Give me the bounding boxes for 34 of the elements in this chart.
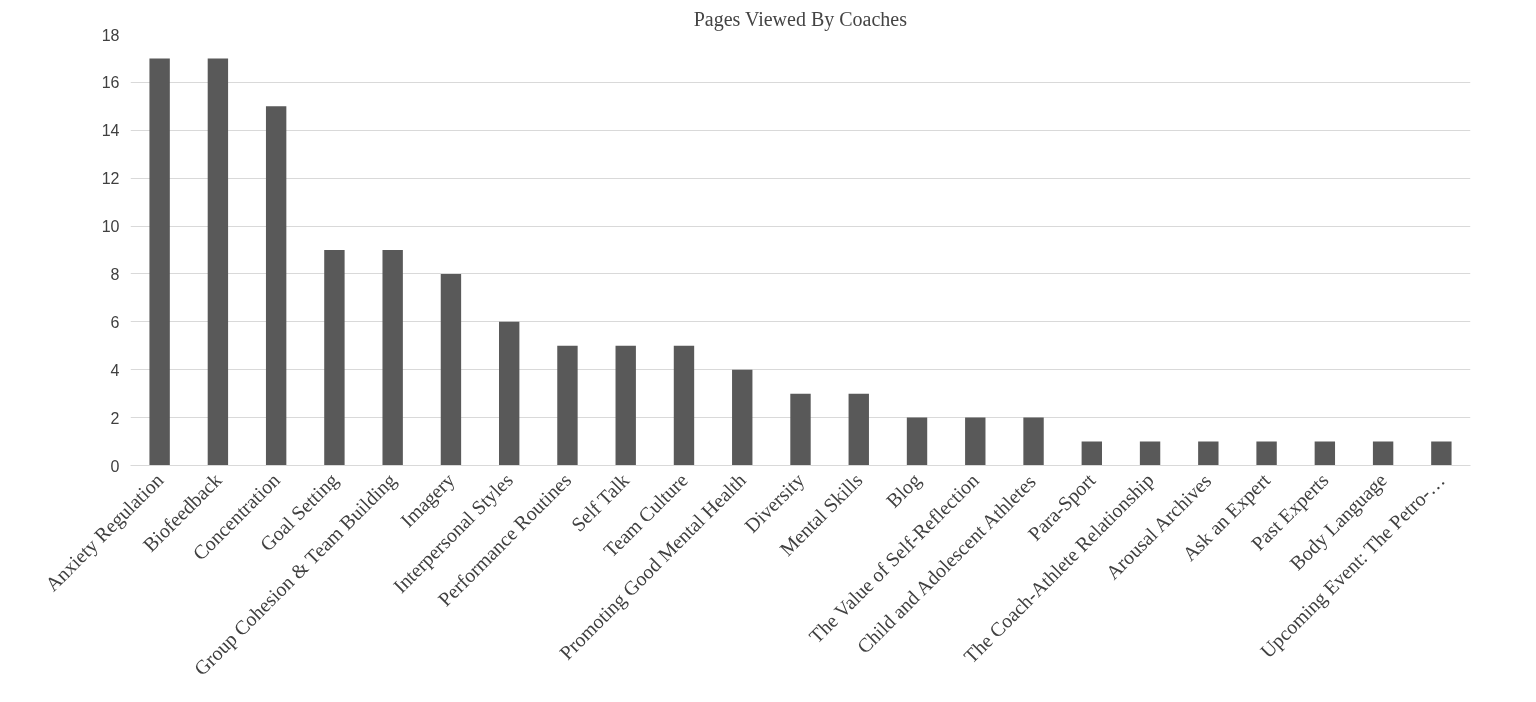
y-tick-label: 6 (110, 313, 120, 331)
bar (1431, 441, 1452, 466)
bar (324, 250, 345, 466)
bar (499, 321, 520, 466)
y-tick-label: 16 (101, 74, 120, 92)
y-tick-label: 12 (101, 170, 120, 188)
bar (1081, 441, 1102, 466)
bar (1139, 441, 1161, 466)
bar (1314, 441, 1336, 466)
bar (149, 58, 170, 466)
bar (615, 345, 636, 466)
y-tick-label: 0 (110, 457, 120, 475)
y-tick-label: 18 (101, 26, 120, 44)
bar (207, 58, 229, 466)
bar (790, 393, 811, 466)
bar (1198, 441, 1219, 466)
y-tick-label: 2 (110, 409, 120, 427)
bar (906, 417, 928, 466)
bar (440, 273, 462, 466)
bar (1256, 441, 1277, 466)
y-tick-label: 4 (110, 361, 120, 379)
bar (848, 393, 869, 466)
bar (673, 345, 695, 466)
y-tick-label: 14 (101, 122, 120, 140)
y-tick-label: 8 (110, 265, 120, 283)
bar (1372, 441, 1394, 466)
bar (382, 250, 403, 466)
y-tick-label: 10 (101, 218, 120, 236)
bar (1023, 417, 1044, 466)
bar (265, 106, 287, 466)
bar (557, 345, 578, 466)
chart-title: Pages Viewed By Coaches (693, 7, 908, 31)
bar (965, 417, 986, 466)
bar (732, 369, 753, 466)
